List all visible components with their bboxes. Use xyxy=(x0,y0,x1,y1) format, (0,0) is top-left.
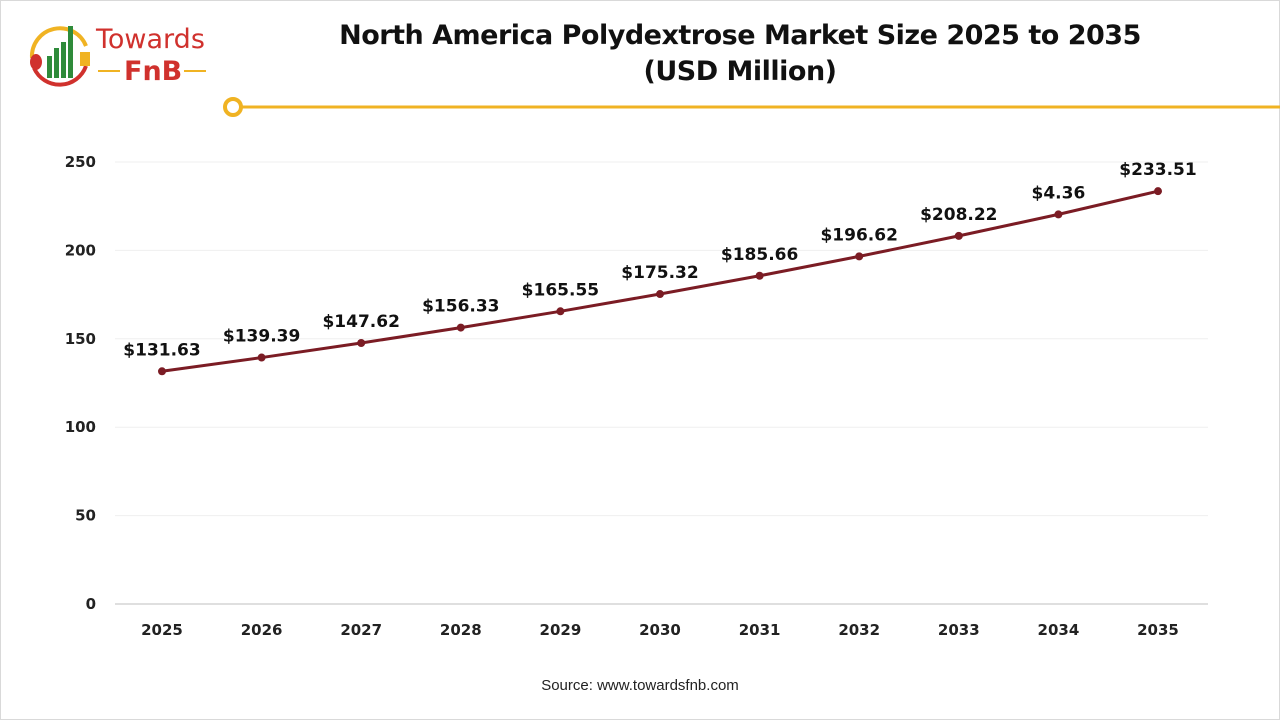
x-tick-label: 2031 xyxy=(739,621,781,639)
data-label: $156.33 xyxy=(422,297,499,317)
y-tick-label: 200 xyxy=(65,241,96,259)
chart-title: North America Polydextrose Market Size 2… xyxy=(300,18,1180,90)
data-label: $185.66 xyxy=(721,245,798,265)
data-point xyxy=(158,367,166,376)
y-tick-label: 100 xyxy=(65,418,96,436)
data-point xyxy=(656,290,664,299)
towards-fnb-logo: Towards FnB xyxy=(24,18,214,88)
x-tick-label: 2029 xyxy=(540,621,582,639)
logo-text-fnb: FnB xyxy=(124,56,183,87)
subtitle-line: (USD Million) xyxy=(643,56,837,87)
x-tick-label: 2030 xyxy=(639,621,681,639)
y-tick-label: 50 xyxy=(75,507,96,525)
x-tick-label: 2033 xyxy=(938,621,980,639)
accent-dot xyxy=(223,97,243,117)
y-tick-label: 150 xyxy=(65,330,96,348)
data-point xyxy=(755,271,764,280)
logo-text-towards: Towards xyxy=(96,24,205,55)
data-label: $196.62 xyxy=(820,225,897,245)
source-note: Source: www.towardsfnb.com xyxy=(541,677,739,694)
data-label: $208.22 xyxy=(920,205,997,225)
title-line: North America Polydextrose Market Size 2… xyxy=(339,20,1141,51)
data-label: $4.36 xyxy=(1032,183,1086,203)
data-point xyxy=(357,339,366,348)
data-point xyxy=(855,252,864,261)
data-label: $165.55 xyxy=(522,280,599,300)
data-label: $131.63 xyxy=(123,340,200,360)
logo-icon xyxy=(29,26,90,87)
x-tick-label: 2025 xyxy=(141,621,183,639)
x-tick-label: 2034 xyxy=(1038,621,1080,639)
data-point xyxy=(1054,210,1063,219)
data-label: $147.62 xyxy=(322,312,399,332)
data-point xyxy=(954,231,963,240)
data-point xyxy=(556,307,565,316)
data-label: $139.39 xyxy=(223,327,300,347)
data-point xyxy=(257,353,266,362)
data-point xyxy=(1154,187,1162,196)
data-label: $233.51 xyxy=(1119,160,1196,180)
x-tick-label: 2026 xyxy=(241,621,283,639)
data-label: $175.32 xyxy=(621,263,698,283)
data-point xyxy=(456,323,465,332)
x-tick-label: 2035 xyxy=(1137,621,1179,639)
x-tick-label: 2032 xyxy=(838,621,880,639)
y-tick-label: 250 xyxy=(65,153,96,171)
x-tick-label: 2028 xyxy=(440,621,482,639)
y-tick-label: 0 xyxy=(86,595,96,613)
x-tick-label: 2027 xyxy=(340,621,382,639)
